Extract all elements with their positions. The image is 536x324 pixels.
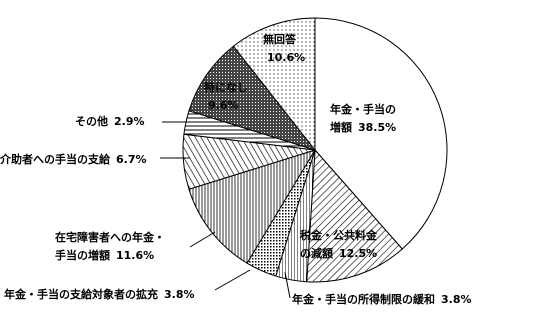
slice-label: 在宅障害者への年金・: [55, 230, 165, 244]
category-label: 特になし: [204, 80, 248, 94]
slice-label: 特になし: [204, 80, 248, 94]
leader-line: [189, 231, 216, 248]
category-label: 税金・公共料金: [300, 228, 378, 242]
category-label: の減額: [300, 246, 333, 260]
value-label: 3.8%: [164, 288, 195, 301]
slice-label: の減額 12.5%: [300, 246, 377, 260]
slice-label: 年金・手当の所得制限の緩和 3.8%: [292, 292, 472, 306]
slice-label: 無回答: [263, 32, 297, 46]
value-label: 10.6%: [267, 51, 305, 64]
value-label: 3.8%: [441, 293, 472, 306]
slice-label: 年金・手当の: [330, 102, 396, 116]
pie-slice: [188, 149, 317, 264]
category-label: 在宅障害者への年金・: [55, 230, 165, 244]
value-label: 6.7%: [116, 153, 147, 166]
pie-slice: [188, 45, 317, 151]
category-label: 手当の増額: [55, 248, 110, 262]
category-label: 年金・手当の: [330, 102, 396, 116]
slice-label: 税金・公共料金: [300, 228, 378, 242]
slice-label: その他 2.9%: [75, 114, 145, 128]
pie-slice: [232, 17, 316, 152]
value-label: 12.5%: [339, 247, 377, 260]
category-label: 無回答: [263, 32, 297, 46]
category-label: その他: [75, 114, 108, 128]
category-label: 介助者への手当の支給: [0, 152, 111, 166]
value-label: 9.6%: [208, 99, 239, 112]
category-label: 年金・手当の支給対象者の拡充: [4, 287, 158, 301]
category-label: 増額: [330, 120, 352, 134]
slice-label: 介助者への手当の支給 6.7%: [0, 152, 147, 166]
value-label: 11.6%: [116, 249, 154, 262]
value-label: 38.5%: [358, 121, 396, 134]
pie-slice: [314, 17, 448, 250]
category-label: 年金・手当の所得制限の緩和: [292, 292, 435, 306]
leader-line: [284, 271, 291, 299]
slices: [182, 17, 448, 283]
value-label: 2.9%: [114, 115, 145, 128]
slice-label: 年金・手当の支給対象者の拡充 3.8%: [4, 287, 195, 301]
leader-line: [214, 269, 251, 291]
pie-slice: [306, 148, 403, 283]
slice-label: 増額 38.5%: [330, 120, 396, 134]
slice-label: 手当の増額 11.6%: [55, 248, 154, 262]
